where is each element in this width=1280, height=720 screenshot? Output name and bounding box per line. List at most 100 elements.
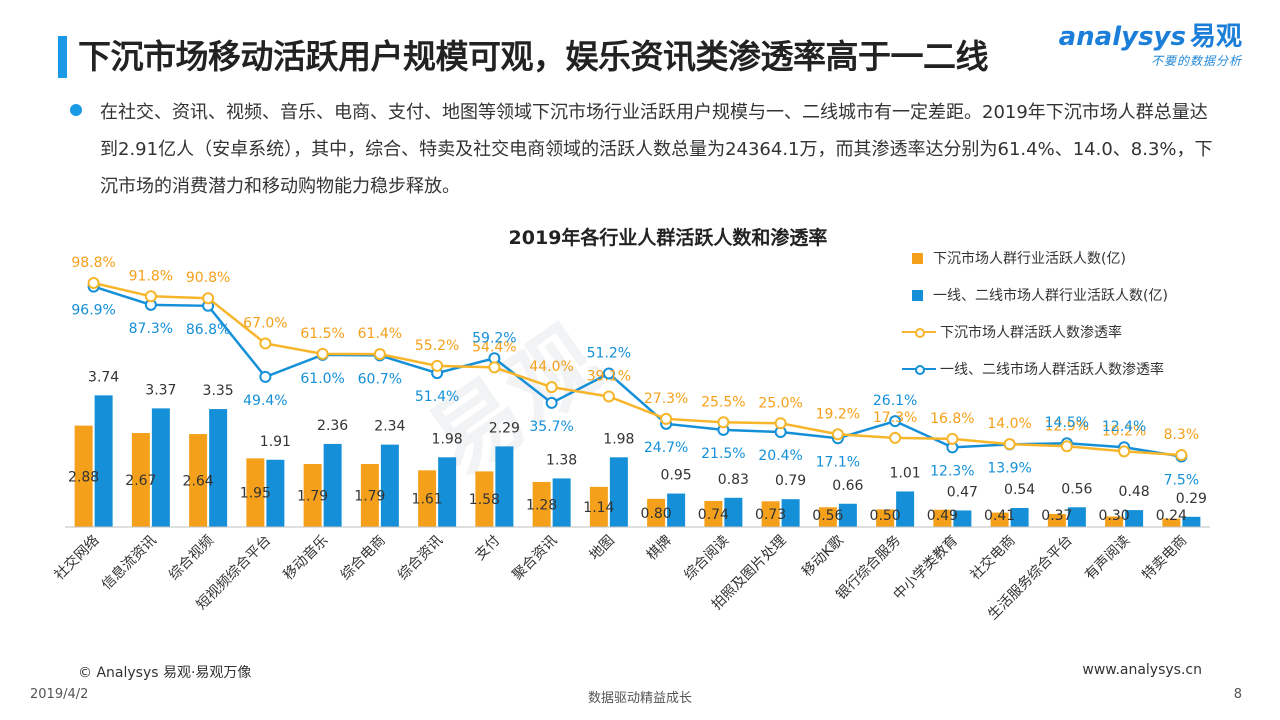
legend-line-orange-icon	[902, 326, 936, 338]
footer-url: www.analysys.cn	[1082, 662, 1202, 678]
legend-label: 下沉市场人群活跃人数渗透率	[940, 325, 1122, 341]
point-lower-tier-rate-4	[316, 347, 329, 360]
rate-label-tier1-13: 17.1%	[816, 454, 860, 470]
rate-label-tier1-16: 13.9%	[987, 460, 1031, 476]
rate-label-tier1-3: 49.4%	[243, 393, 287, 409]
rate-label-lower-tier-9: 39.1%	[587, 368, 631, 384]
point-lower-tier-rate-3	[259, 337, 272, 350]
bar-label-lower-tier-3: 1.95	[240, 486, 271, 502]
point-lower-tier-rate-10	[660, 412, 673, 425]
rate-label-lower-tier-1: 91.8%	[129, 268, 173, 284]
point-lower-tier-rate-5	[373, 348, 386, 361]
bar-label-tier1-4: 2.36	[317, 418, 348, 434]
analysys-logo: analysys 易观 不要的数据分析	[1059, 22, 1242, 69]
rate-label-tier1-14: 26.1%	[873, 393, 917, 409]
bar-tier1-19	[1182, 516, 1201, 527]
rate-label-tier1-8: 35.7%	[529, 419, 573, 435]
bar-label-tier1-10: 0.95	[661, 468, 692, 484]
rate-label-tier1-0: 96.9%	[71, 303, 115, 319]
bar-label-tier1-1: 3.37	[145, 382, 176, 398]
bar-tier1-12	[781, 499, 800, 527]
x-tick-label-9: 地图	[587, 533, 618, 564]
logo-wordmark: analysys 易观	[1059, 22, 1242, 52]
bar-tier1-13	[838, 503, 857, 527]
bar-tier1-2	[209, 409, 228, 527]
bar-label-tier1-9: 1.98	[603, 431, 634, 447]
bar-label-lower-tier-10: 0.80	[641, 506, 672, 522]
rate-label-tier1-4: 61.0%	[300, 371, 344, 387]
rate-label-tier1-15: 12.3%	[930, 463, 974, 479]
bar-label-lower-tier-12: 0.73	[755, 507, 786, 523]
line-lower-tier-rate	[93, 281, 1182, 457]
x-tick-label-6: 综合资讯	[395, 533, 446, 584]
rate-label-tier1-6: 51.4%	[415, 389, 459, 405]
labels-layer: 2.88 3.74 2.67 3.37 2.64 3.35 1.95 1.91 1.79 2.36…	[68, 255, 1207, 524]
rate-label-lower-tier-7: 54.4%	[472, 339, 516, 355]
footer-date: 2019/4/2	[30, 687, 89, 702]
bar-label-tier1-18: 0.48	[1119, 484, 1150, 500]
bar-lower-tier-7	[475, 471, 494, 527]
bar-lower-tier-1	[131, 433, 150, 527]
bullet-dot-icon	[70, 104, 82, 116]
logo-cn: 易观	[1189, 22, 1242, 52]
point-lower-tier-rate-6	[431, 359, 444, 372]
page-title: 下沉市场移动活跃用户规模可观，娱乐资讯类渗透率高于一二线	[78, 37, 989, 76]
bar-tier1-1	[151, 408, 170, 527]
bar-label-tier1-11: 0.83	[718, 472, 749, 488]
x-tick-label-13: 移动K歌	[799, 533, 847, 581]
chart-legend: 下沉市场人群行业活跃人数(亿) 一线、二线市场人群行业活跃人数(亿) 下沉市场人…	[902, 247, 1168, 395]
bar-lower-tier-5	[360, 463, 379, 527]
rate-label-lower-tier-10: 27.3%	[644, 391, 688, 407]
x-tick-label-8: 聚合资讯	[510, 533, 561, 584]
bar-label-lower-tier-1: 2.67	[125, 473, 156, 489]
bar-tier1-9	[609, 457, 628, 527]
bar-tier1-18	[1125, 510, 1144, 527]
bar-lower-tier-19	[1162, 518, 1181, 527]
bar-tier1-6	[438, 457, 457, 527]
x-tick-label-7: 支付	[472, 533, 503, 564]
bar-label-tier1-19: 0.29	[1176, 491, 1207, 507]
rate-label-tier1-17: 14.5%	[1045, 415, 1089, 431]
bar-tier1-4	[323, 443, 342, 527]
x-tick-label-16: 社交电商	[967, 532, 1019, 584]
bar-label-tier1-2: 3.35	[203, 383, 234, 399]
point-lower-tier-rate-8	[545, 381, 558, 394]
bar-label-lower-tier-4: 1.79	[297, 488, 328, 504]
bar-lower-tier-18	[1105, 516, 1124, 527]
rate-label-lower-tier-14: 17.3%	[873, 410, 917, 426]
bar-label-tier1-7: 2.29	[489, 420, 520, 436]
bar-label-lower-tier-2: 2.64	[183, 474, 214, 490]
bar-tier1-11	[724, 497, 743, 527]
bars-layer	[74, 395, 1201, 527]
bar-tier1-0	[94, 395, 113, 527]
rate-label-lower-tier-16: 14.0%	[987, 416, 1031, 432]
bar-label-lower-tier-19: 0.24	[1156, 508, 1187, 524]
bar-label-tier1-3: 1.91	[260, 434, 291, 450]
x-tick-label-0: 社交网络	[51, 532, 103, 584]
point-lower-tier-rate-1	[144, 290, 157, 303]
point-lower-tier-rate-18	[1118, 445, 1131, 458]
bar-lower-tier-4	[303, 463, 322, 527]
x-tick-label-1: 信息流资讯	[98, 532, 160, 594]
bar-label-tier1-8: 1.38	[546, 452, 577, 468]
rate-label-tier1-7: 59.2%	[472, 330, 516, 346]
rate-label-lower-tier-5: 61.4%	[358, 326, 402, 342]
page-number: 8	[1233, 687, 1242, 702]
legend-item-tier1-rate: 一线、二线市场人群活跃人数渗透率	[902, 358, 1168, 380]
bar-lower-tier-17	[1047, 513, 1066, 527]
footer-copyright: © Analysys 易观·易观万像	[78, 665, 252, 681]
legend-label: 一线、二线市场人群活跃人数渗透率	[940, 362, 1164, 378]
rate-label-tier1-18: 12.4%	[1102, 419, 1146, 435]
point-lower-tier-rate-9	[602, 390, 615, 403]
legend-label: 下沉市场人群行业活跃人数(亿)	[933, 251, 1126, 267]
bar-label-tier1-17: 0.56	[1061, 481, 1092, 497]
bar-tier1-14	[896, 491, 915, 527]
rate-label-tier1-5: 60.7%	[358, 371, 402, 387]
point-lower-tier-rate-12	[774, 417, 787, 430]
rate-label-lower-tier-19: 8.3%	[1164, 427, 1200, 443]
x-tick-label-18: 有声阅读	[1081, 532, 1133, 584]
rate-label-tier1-2: 86.8%	[186, 322, 230, 338]
rate-label-lower-tier-4: 61.5%	[300, 326, 344, 342]
bar-label-tier1-5: 2.34	[374, 419, 405, 435]
